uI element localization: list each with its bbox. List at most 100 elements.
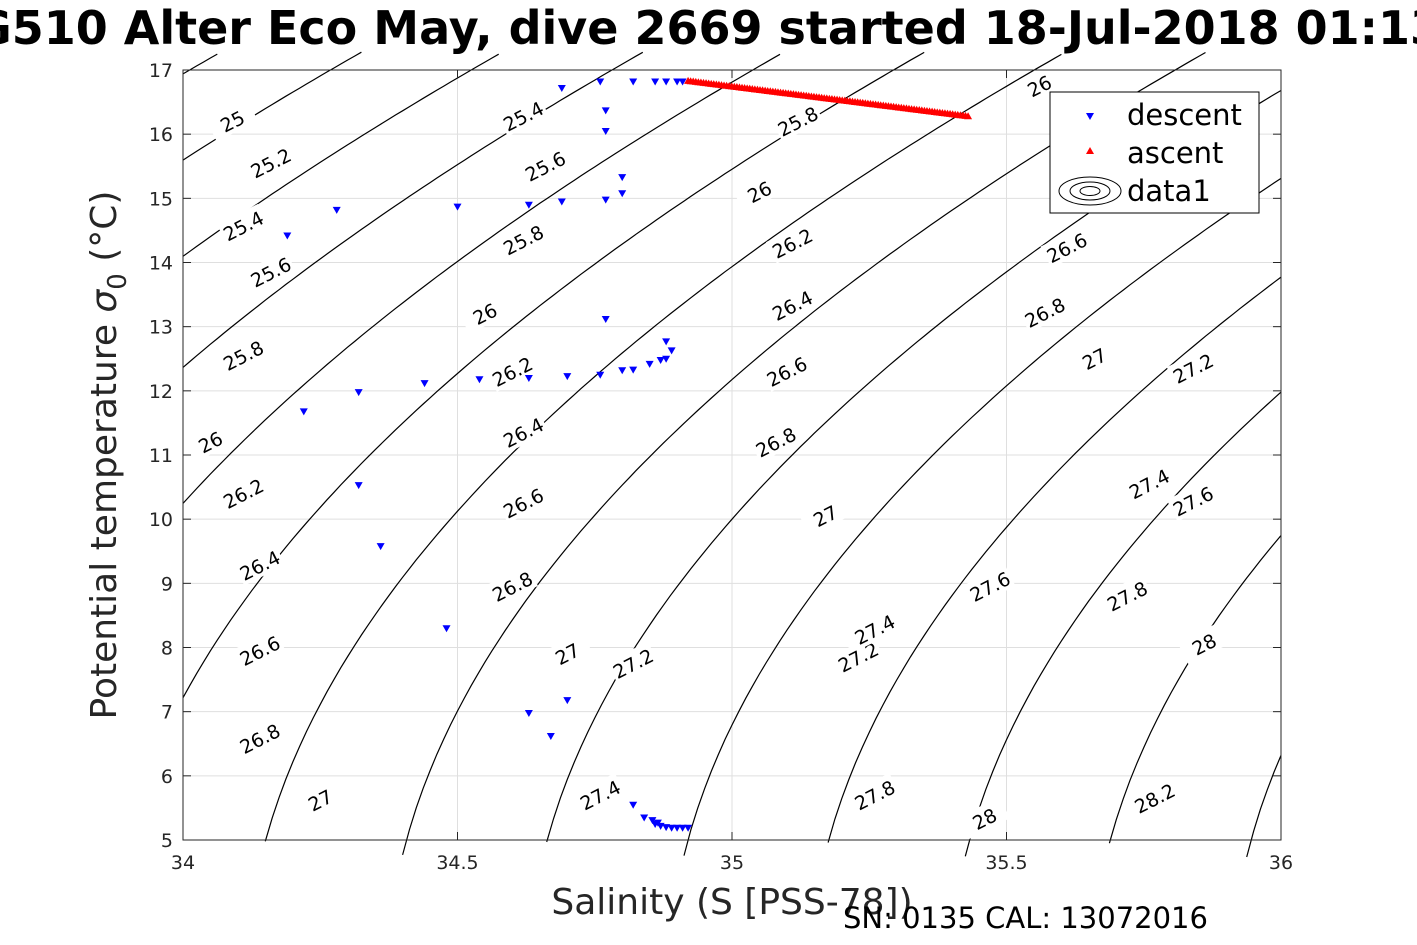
descent-point [332,206,341,214]
contour-label-bg [496,410,549,453]
descent-series [283,78,693,832]
x-tick-label: 34 [171,852,195,874]
y-tick-label: 8 [161,638,173,660]
y-tick-label: 15 [149,188,173,210]
descent-point [648,817,657,825]
contour-label-bg [216,471,269,514]
ascent-series [684,76,973,120]
contour-label-bg [765,221,818,264]
descent-point [601,315,610,323]
legend-ascent-marker [1086,147,1094,154]
x-tick-label: 34.5 [436,852,478,874]
contour-label-bg [606,641,659,684]
ascent-point [964,112,973,120]
legend-ascent-label: ascent [1127,136,1223,170]
legend-data1-label: data1 [1127,174,1211,208]
legend-contour-icon [1058,176,1122,206]
contour-label-bg [233,716,286,759]
descent-point [629,78,638,86]
y-tick-label: 16 [149,124,173,146]
x-tick-label: 36 [1269,852,1293,874]
contour-label-bg [1067,336,1120,379]
y-tick-label: 5 [161,830,173,852]
isopycnal-line [827,276,1282,843]
contour-label-bg [958,796,1011,840]
descent-point [618,174,627,182]
descent-point [662,824,671,832]
legend-box [1049,91,1260,214]
y-tick-label: 6 [161,766,173,788]
descent-point [684,824,693,832]
descent-point [656,357,665,365]
descent-point [354,389,363,397]
contour-label-bg [1128,776,1181,819]
isopycnal-line [264,53,1062,842]
legend-descent-triangle [1086,113,1094,120]
isopycnal-line [182,53,781,504]
x-tick-label: 35 [720,852,744,874]
contour-label: 26 [1013,64,1065,107]
contour-label-bg [496,94,549,137]
descent-point [453,203,462,211]
descent-point [524,201,533,209]
descent-point [601,127,610,135]
contour-label-bg [486,564,538,607]
contour-label-bg [1040,225,1093,268]
contour-label-bg [293,778,346,821]
descent-point [662,78,671,86]
descent-point [299,408,308,416]
contour-label-bg [760,349,813,392]
descent-point [662,338,671,346]
isopycnal-line [182,51,362,161]
descent-point [618,367,627,375]
contour-label-bg [244,250,297,293]
contour-label-bg [1018,290,1071,333]
descent-point [354,482,363,490]
contour-label: 27 [293,778,346,821]
descent-point [667,347,676,355]
contour-label-bg [771,99,824,142]
y-tick-label: 12 [149,381,173,403]
y-axis-ticks: 5 6 7 8 9 10 11 12 13 14 15 16 17 [149,60,1281,852]
descent-point [651,78,660,86]
isopycnal-line [182,53,218,75]
contour-label-bg [831,635,884,678]
contour-label-bg [1166,346,1219,389]
descent-point [596,78,605,86]
contour-label-bg [1013,64,1065,107]
descent-point [376,543,385,551]
descent-point [653,819,662,827]
contour-label-bg [458,291,511,335]
descent-point [601,107,610,115]
descent-point [442,625,451,633]
x-axis-ticks: 34 34.5 35 35.5 36 [171,70,1293,874]
isopycnal-line [182,51,644,368]
isopycnal-line [683,177,1282,856]
y-axis-label-symbol: σ [84,289,125,313]
contour-label-bg [496,481,549,524]
descent-point [601,196,610,204]
descent-point [283,232,292,240]
descent-point [475,376,484,384]
x-axis-label: Salinity (S [PSS-78]) [551,882,912,923]
contour-label-bg [848,607,901,650]
descent-point [673,78,682,86]
descent-point [629,366,638,374]
y-tick-label: 9 [161,573,173,595]
contour-label-bg [1177,622,1230,665]
contour-label: 27 [1067,336,1120,379]
contour-label-bg [1166,479,1219,522]
contour-label-bg [216,333,269,376]
contour-label-bg [233,628,286,671]
y-tick-label: 7 [161,702,173,724]
y-tick-label: 17 [149,60,173,82]
y-axis-label-suffix: (°C) [84,191,125,274]
y-tick-label: 13 [149,317,173,339]
y-axis-label-subscript: 0 [103,273,133,290]
contour-label-bg [733,169,785,213]
descent-point [557,198,566,206]
contour-label-bg [749,420,802,463]
descent-point [629,801,638,809]
descent-point [596,371,605,379]
